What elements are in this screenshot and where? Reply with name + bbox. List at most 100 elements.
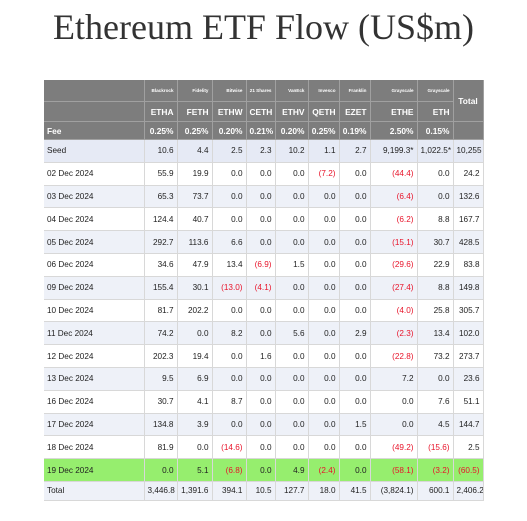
flow-cell: 6.9	[177, 367, 213, 391]
table-row: 18 Dec 2024 81.9 0.0 (14.6) 0.0 0.0 0.0 0.0 (49.…	[44, 435, 484, 460]
flow-cell: 40.7	[177, 207, 213, 232]
flow-cell: 0.0	[275, 207, 309, 232]
flow-cell: 74.2	[144, 321, 178, 346]
flow-cell: 155.4	[144, 276, 178, 300]
flow-cell: (6.4)	[370, 185, 418, 209]
flow-cell: 3.9	[177, 413, 213, 437]
flow-cell: 0.0	[275, 367, 309, 391]
row-label: 12 Dec 2024	[44, 344, 145, 368]
issuer-header: Fidelity	[177, 80, 213, 102]
page-title: Ethereum ETF Flow (US$m)	[53, 7, 474, 47]
header-row-fees: Fee 0.25% 0.25% 0.20% 0.21% 0.20% 0.25% …	[44, 121, 484, 140]
flow-cell: 0.0	[275, 185, 309, 209]
flow-cell: 0.0	[339, 162, 371, 186]
flow-cell: (44.4)	[370, 162, 418, 186]
flow-cell: 0.0	[212, 367, 247, 391]
row-label: 11 Dec 2024	[44, 321, 145, 346]
flow-cell: 4.4	[177, 139, 213, 163]
flow-cell: 13.4	[212, 253, 247, 277]
flow-cell: 0.0	[308, 230, 340, 254]
flow-cell: 81.9	[144, 435, 178, 460]
flow-cell: 18.0	[308, 481, 340, 501]
row-label: 06 Dec 2024	[44, 253, 145, 277]
flow-cell: 0.0	[370, 390, 418, 414]
row-total-cell: 23.6	[453, 367, 484, 391]
issuer-header: Franklin	[339, 80, 371, 102]
flow-cell: 0.0	[308, 253, 340, 277]
ticker-header: ETH	[417, 101, 454, 122]
row-total-cell: 83.8	[453, 253, 484, 277]
flow-cell: 0.0	[212, 162, 247, 186]
flow-cell: 2.9	[339, 321, 371, 346]
flow-cell: 0.0	[212, 413, 247, 437]
row-total-cell: 167.7	[453, 207, 484, 232]
table-row: 19 Dec 2024 0.0 5.1 (6.8) 0.0 4.9 (2.4) 0.0 (58.…	[44, 458, 484, 482]
flow-cell: 0.0	[339, 276, 371, 300]
flow-cell: 0.0	[275, 299, 309, 323]
flow-cell: 0.0	[177, 435, 213, 460]
flow-cell: (27.4)	[370, 276, 418, 300]
issuer-header: 21 Shares	[246, 80, 276, 102]
flow-cell: 5.6	[275, 321, 309, 346]
flow-cell: 19.9	[177, 162, 213, 186]
flow-cell: 0.0	[246, 435, 276, 460]
row-label: Seed	[44, 139, 145, 163]
flow-cell: 0.0	[370, 413, 418, 437]
flow-cell: (2.3)	[370, 321, 418, 346]
flow-cell: 0.0	[275, 344, 309, 368]
flow-cell: 8.7	[212, 390, 247, 414]
flow-cell: 73.7	[177, 185, 213, 209]
row-total-cell: 2.5	[453, 435, 484, 460]
flow-cell: (15.6)	[417, 435, 454, 460]
fee-cell: 0.20%	[212, 121, 247, 140]
ticker-header: ETHV	[275, 101, 309, 122]
flow-cell: 30.7	[417, 230, 454, 254]
ticker-header: EZET	[339, 101, 371, 122]
flow-cell: 127.7	[275, 481, 309, 501]
flow-cell: 0.0	[212, 299, 247, 323]
flow-cell: 202.2	[177, 299, 213, 323]
row-label: 18 Dec 2024	[44, 435, 145, 460]
flow-cell: (13.0)	[212, 276, 247, 300]
flow-cell: (29.6)	[370, 253, 418, 277]
fee-cell: 0.15%	[417, 121, 454, 140]
flow-cell: 5.1	[177, 458, 213, 482]
flow-cell: (6.8)	[212, 458, 247, 482]
row-total-cell: 102.0	[453, 321, 484, 346]
flow-cell: (58.1)	[370, 458, 418, 482]
fee-cell: 0.25%	[177, 121, 213, 140]
ticker-header: FETH	[177, 101, 213, 122]
flow-cell: 0.0	[339, 458, 371, 482]
ticker-header: ETHW	[212, 101, 247, 122]
row-total-cell: 2,406.2	[453, 481, 484, 501]
ticker-header: QETH	[308, 101, 340, 122]
flow-cell: 0.0	[275, 276, 309, 300]
flow-cell: 2.5	[212, 139, 247, 163]
row-total-cell: 144.7	[453, 413, 484, 437]
ticker-header: ETHA	[144, 101, 178, 122]
flow-cell: 0.0	[275, 390, 309, 414]
row-total-cell: 132.6	[453, 185, 484, 209]
flow-cell: 0.0	[339, 230, 371, 254]
flow-cell: 0.0	[308, 435, 340, 460]
flow-cell: 1,022.5*	[417, 139, 454, 163]
flow-cell: 0.0	[246, 413, 276, 437]
flow-cell: 0.0	[417, 162, 454, 186]
fee-cell: 0.25%	[144, 121, 178, 140]
fee-cell: 2.50%	[370, 121, 418, 140]
flow-cell: 124.4	[144, 207, 178, 232]
row-total-cell: 149.8	[453, 276, 484, 300]
flow-cell: 0.0	[246, 390, 276, 414]
flow-cell: (2.4)	[308, 458, 340, 482]
issuer-header: Blackrock	[144, 80, 178, 102]
flow-cell: (3,824.1)	[370, 481, 418, 501]
flow-cell: 0.0	[308, 299, 340, 323]
flow-cell: (4.1)	[246, 276, 276, 300]
flow-cell: 0.0	[246, 230, 276, 254]
flow-cell: 0.0	[144, 458, 178, 482]
flow-cell: 10.6	[144, 139, 178, 163]
fee-total-cell	[453, 121, 484, 140]
table-row: 05 Dec 2024 292.7 113.6 6.6 0.0 0.0 0.0 0.0 (15.…	[44, 230, 484, 254]
table-row: 04 Dec 2024 124.4 40.7 0.0 0.0 0.0 0.0 0.0 (6.2)…	[44, 207, 484, 232]
flow-cell: 8.8	[417, 207, 454, 232]
